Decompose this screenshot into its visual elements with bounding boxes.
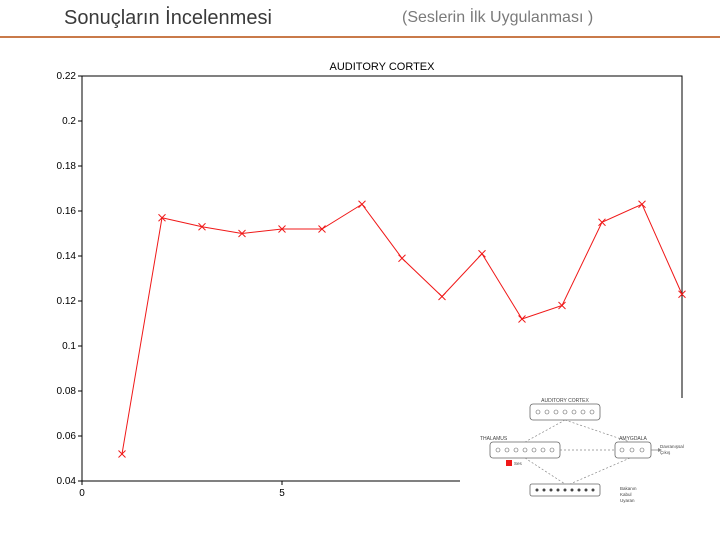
- network-diagram-svg: AUDITORY CORTEX THALAMUS AMYGDALA Davranışs…: [460, 398, 690, 508]
- svg-text:Bakanın: Bakanın: [620, 486, 637, 491]
- svg-text:AMYGDALA: AMYGDALA: [619, 436, 647, 442]
- svg-text:0.16: 0.16: [57, 206, 77, 217]
- svg-text:0.22: 0.22: [57, 71, 77, 82]
- header-title-left: Sonuçların İncelenmesi: [0, 7, 382, 30]
- svg-text:Uyaran: Uyaran: [620, 498, 635, 503]
- svg-text:AUDITORY CORTEX: AUDITORY CORTEX: [330, 61, 436, 73]
- svg-text:Çıkış: Çıkış: [660, 450, 671, 455]
- svg-text:0: 0: [79, 488, 85, 499]
- network-diagram: AUDITORY CORTEX THALAMUS AMYGDALA Davranışs…: [460, 398, 690, 508]
- svg-text:0.2: 0.2: [62, 116, 76, 127]
- svg-text:Kabul: Kabul: [620, 492, 632, 497]
- chart-area: AUDITORY CORTEX 0.04 0.06 0.08 0.1 0.12 0.14 0.…: [40, 58, 690, 508]
- header-title-right: (Seslerin İlk Uygulanması ): [382, 9, 720, 27]
- svg-text:0.14: 0.14: [57, 251, 77, 262]
- svg-text:0.06: 0.06: [57, 431, 77, 442]
- svg-text:0.08: 0.08: [57, 386, 77, 397]
- svg-text:0.18: 0.18: [57, 161, 77, 172]
- svg-text:0.12: 0.12: [57, 296, 77, 307]
- svg-text:AUDITORY CORTEX: AUDITORY CORTEX: [541, 398, 589, 404]
- svg-text:THALAMUS: THALAMUS: [480, 436, 508, 442]
- svg-text:5: 5: [279, 488, 285, 499]
- svg-text:Davranışsal: Davranışsal: [660, 444, 684, 449]
- svg-text:Ses: Ses: [514, 461, 523, 466]
- svg-text:0.1: 0.1: [62, 341, 76, 352]
- svg-text:0.04: 0.04: [57, 476, 77, 487]
- header-bar: Sonuçların İncelenmesi (Seslerin İlk Uyg…: [0, 0, 720, 38]
